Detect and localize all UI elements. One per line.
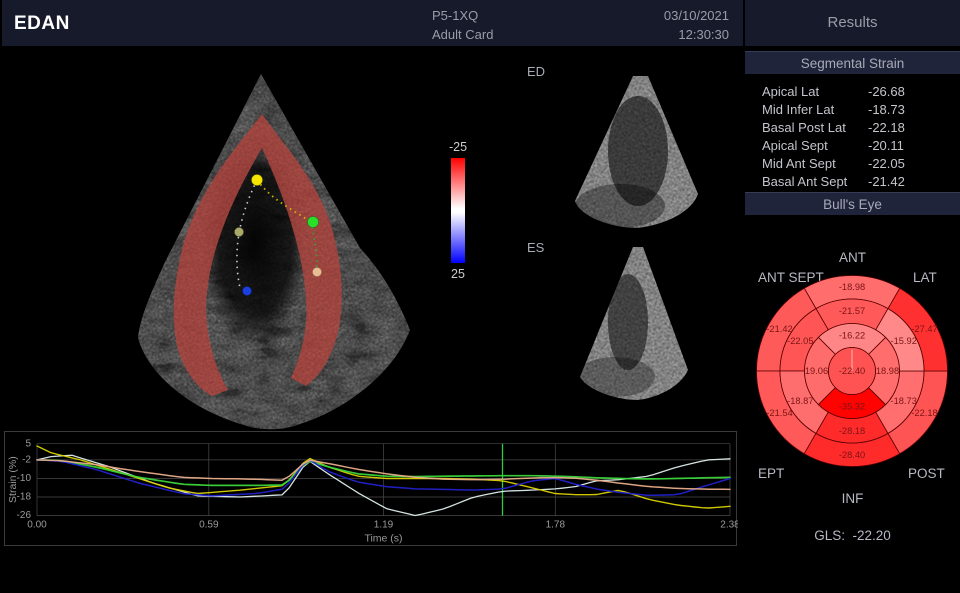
svg-text:-16.22: -16.22 xyxy=(839,331,865,341)
svg-text:25: 25 xyxy=(451,267,465,281)
svg-text:-22.05: -22.05 xyxy=(787,336,813,346)
svg-text:-22.40: -22.40 xyxy=(839,366,865,376)
svg-text:1.78: 1.78 xyxy=(546,520,566,531)
svg-text:-28.18: -28.18 xyxy=(839,426,865,436)
svg-text:1.19: 1.19 xyxy=(374,520,394,531)
svg-text:-28.40: -28.40 xyxy=(839,450,865,460)
svg-text:Strain (%): Strain (%) xyxy=(7,456,19,503)
svg-text:0.59: 0.59 xyxy=(199,520,219,531)
svg-text:2.38: 2.38 xyxy=(720,520,738,531)
svg-text:5: 5 xyxy=(25,438,31,449)
svg-text:-2: -2 xyxy=(22,455,31,466)
svg-text:Time (s): Time (s) xyxy=(364,533,402,545)
svg-text:-21.42: -21.42 xyxy=(766,324,792,334)
svg-text:-18.87: -18.87 xyxy=(787,396,813,406)
svg-text:-35.32: -35.32 xyxy=(839,402,865,412)
svg-text:-18.98: -18.98 xyxy=(839,282,865,292)
svg-text:-21.57: -21.57 xyxy=(839,306,865,316)
svg-text:-25: -25 xyxy=(449,140,467,154)
svg-text:18.98: 18.98 xyxy=(876,366,899,376)
svg-text:-22.18: -22.18 xyxy=(911,408,937,418)
svg-text:-18.73: -18.73 xyxy=(891,396,917,406)
svg-text:0.00: 0.00 xyxy=(27,520,47,531)
svg-text:19.06: 19.06 xyxy=(805,366,828,376)
svg-text:-15.92: -15.92 xyxy=(891,336,917,346)
svg-text:-27.47: -27.47 xyxy=(911,324,937,334)
svg-text:-21.54: -21.54 xyxy=(766,408,792,418)
